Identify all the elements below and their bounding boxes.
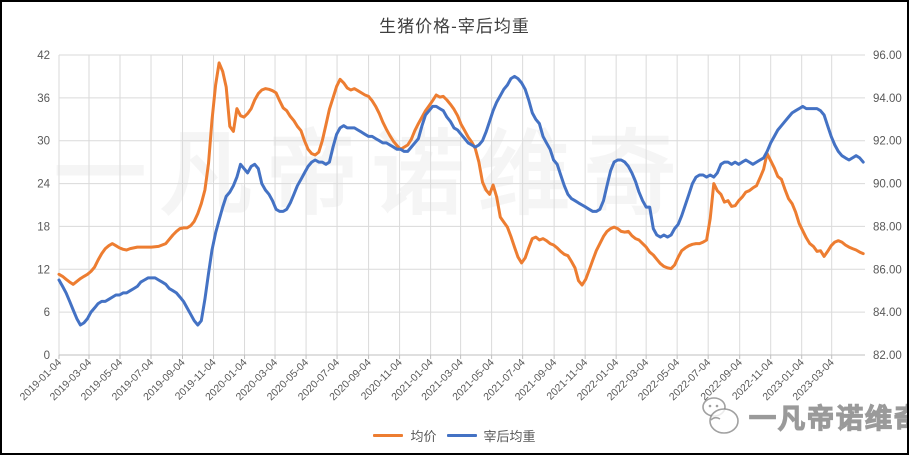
price-line: [57, 61, 865, 287]
price-line-swatch: [373, 433, 404, 438]
right-axis-label: 82.00: [873, 350, 902, 362]
left-axis-label: 42: [37, 50, 50, 62]
right-axis-label: 84.00: [873, 307, 902, 319]
left-axis-label: 6: [44, 307, 50, 319]
weight-line-swatch: [446, 433, 477, 438]
weight-line: [57, 74, 865, 327]
legend-label-weight: 宰后均重: [483, 429, 536, 444]
left-axis-label: 12: [37, 264, 50, 276]
left-axis-label: 18: [37, 221, 50, 233]
right-axis-label: 94.00: [873, 93, 902, 105]
right-axis-label: 90.00: [873, 179, 902, 191]
right-axis-label: 92.00: [873, 136, 902, 148]
left-axis-label: 24: [37, 179, 50, 191]
left-axis-label: 0: [44, 350, 50, 362]
chart-title: 生猪价格-宰后均重: [379, 17, 530, 36]
legend-label-price: 均价: [410, 429, 437, 444]
chart-legend: 均价 宰后均重: [2, 426, 907, 445]
left-axis-label: 30: [37, 136, 50, 148]
right-axis-label: 88.00: [873, 221, 902, 233]
legend-item-price: 均价: [373, 426, 437, 445]
legend-item-weight: 宰后均重: [446, 426, 536, 445]
left-axis-label: 36: [37, 93, 50, 105]
right-axis-label: 96.00: [873, 50, 902, 62]
right-axis-label: 86.00: [873, 264, 902, 276]
